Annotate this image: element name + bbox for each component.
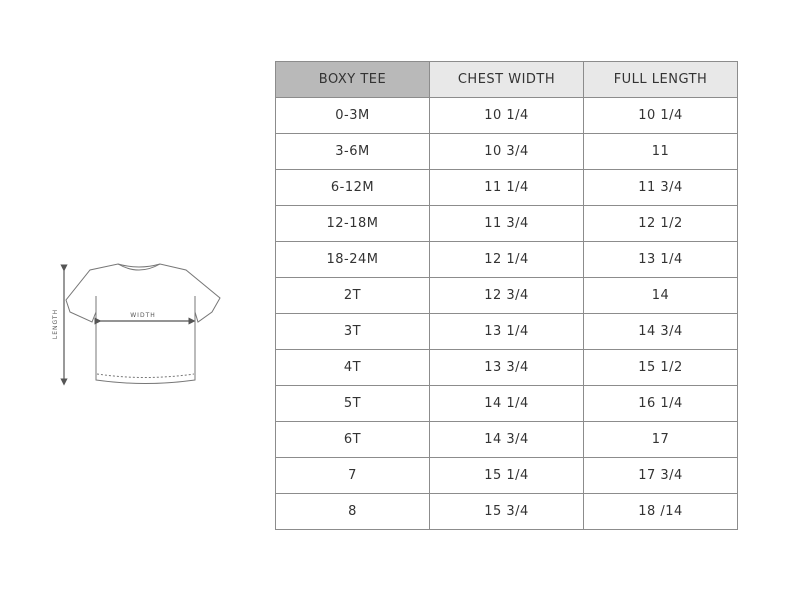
table-cell: 13 1/4	[583, 241, 738, 278]
table-cell: 5T	[275, 385, 430, 422]
shirt-diagram: LENGTH WIDTH	[52, 263, 221, 386]
table-cell: 6-12M	[275, 169, 430, 206]
table-cell: 14	[583, 277, 738, 314]
header-cell: BOXY TEE	[275, 61, 430, 98]
table-cell: 12 1/4	[429, 241, 584, 278]
header-cell: FULL LENGTH	[583, 61, 738, 98]
table-cell: 11 3/4	[429, 205, 584, 242]
table-row: 0-3M 10 1/4 10 1/4	[275, 97, 738, 134]
table-cell: 13 3/4	[429, 349, 584, 386]
table-cell: 10 1/4	[583, 97, 738, 134]
size-table: BOXY TEE CHEST WIDTH FULL LENGTH 0-3M 10 1/…	[275, 61, 738, 530]
table-row: 3-6M 10 3/4 11	[275, 133, 738, 170]
table-cell: 10 1/4	[429, 97, 584, 134]
table-cell: 11 3/4	[583, 169, 738, 206]
table-row: 7 15 1/4 17 3/4	[275, 457, 738, 494]
table-cell: 13 1/4	[429, 313, 584, 350]
table-cell: 6T	[275, 421, 430, 458]
table-cell: 17	[583, 421, 738, 458]
table-cell: 3T	[275, 313, 430, 350]
table-cell: 11	[583, 133, 738, 170]
table-cell: 14 3/4	[429, 421, 584, 458]
table-row: 5T 14 1/4 16 1/4	[275, 385, 738, 422]
table-cell: 7	[275, 457, 430, 494]
table-cell: 16 1/4	[583, 385, 738, 422]
table-cell: 14 1/4	[429, 385, 584, 422]
table-cell: 4T	[275, 349, 430, 386]
table-cell: 15 1/2	[583, 349, 738, 386]
shirt-outline	[65, 263, 221, 384]
table-row: 4T 13 3/4 15 1/2	[275, 349, 738, 386]
table-row: 2T 12 3/4 14	[275, 277, 738, 314]
table-cell: 12 1/2	[583, 205, 738, 242]
table-cell: 8	[275, 493, 430, 530]
table-cell: 2T	[275, 277, 430, 314]
table-cell: 14 3/4	[583, 313, 738, 350]
table-cell: 15 3/4	[429, 493, 584, 530]
table-cell: 12 3/4	[429, 277, 584, 314]
table-cell: 12-18M	[275, 205, 430, 242]
header-row: BOXY TEE CHEST WIDTH FULL LENGTH	[275, 61, 738, 98]
table-cell: 0-3M	[275, 97, 430, 134]
table-cell: 15 1/4	[429, 457, 584, 494]
table-cell: 17 3/4	[583, 457, 738, 494]
table-cell: 18 /14	[583, 493, 738, 530]
table-row: 8 15 3/4 18 /14	[275, 493, 738, 530]
table-row: 12-18M 11 3/4 12 1/2	[275, 205, 738, 242]
length-label: LENGTH	[52, 309, 59, 339]
table-cell: 10 3/4	[429, 133, 584, 170]
width-label: WIDTH	[130, 312, 156, 319]
table-cell: 3-6M	[275, 133, 430, 170]
table-row: 6T 14 3/4 17	[275, 421, 738, 458]
table-row: 6-12M 11 1/4 11 3/4	[275, 169, 738, 206]
table-cell: 18-24M	[275, 241, 430, 278]
table-body: 0-3M 10 1/4 10 1/4 3-6M 10 3/4 11 6-12M 11 1/4 1…	[275, 97, 738, 530]
table-cell: 11 1/4	[429, 169, 584, 206]
header-cell: CHEST WIDTH	[429, 61, 584, 98]
table-row: 3T 13 1/4 14 3/4	[275, 313, 738, 350]
table-row: 18-24M 12 1/4 13 1/4	[275, 241, 738, 278]
